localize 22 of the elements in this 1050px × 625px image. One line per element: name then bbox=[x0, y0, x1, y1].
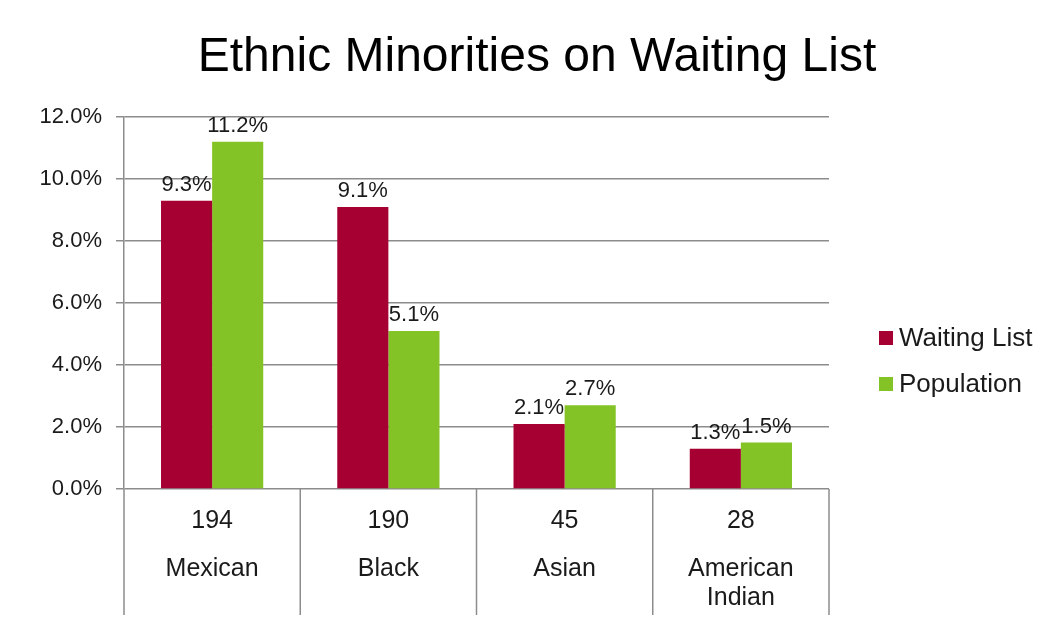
legend-label: Waiting List bbox=[899, 322, 1034, 353]
y-tick-label: 0.0% bbox=[51, 475, 102, 501]
y-tick-label: 4.0% bbox=[51, 351, 102, 377]
y-tick-label: 12.0% bbox=[39, 103, 102, 129]
legend-label: Population bbox=[899, 368, 1022, 399]
data-label: 2.7% bbox=[565, 375, 616, 401]
y-tick-label: 8.0% bbox=[51, 227, 102, 253]
y-tick-label: 2.0% bbox=[51, 413, 102, 439]
data-label: 2.1% bbox=[513, 393, 565, 419]
x-tick-label: 45 Asian bbox=[533, 504, 596, 581]
data-label: 9.3% bbox=[161, 170, 212, 196]
data-label: 1.3% bbox=[690, 418, 741, 444]
y-tick-label: 10.0% bbox=[39, 165, 102, 191]
data-label: 9.1% bbox=[337, 176, 388, 202]
x-tick-label: 190 Black bbox=[357, 504, 420, 581]
y-tick-label: 6.0% bbox=[51, 289, 102, 315]
x-tick-label: 28 American Indian bbox=[688, 504, 794, 610]
data-label: 11.2% bbox=[207, 111, 269, 137]
chart-title: Ethnic Minorities on Waiting List bbox=[197, 28, 877, 82]
x-tick-label: 194 Mexican bbox=[165, 504, 259, 581]
data-label: 5.1% bbox=[388, 300, 440, 326]
data-label: 1.5% bbox=[741, 412, 792, 438]
